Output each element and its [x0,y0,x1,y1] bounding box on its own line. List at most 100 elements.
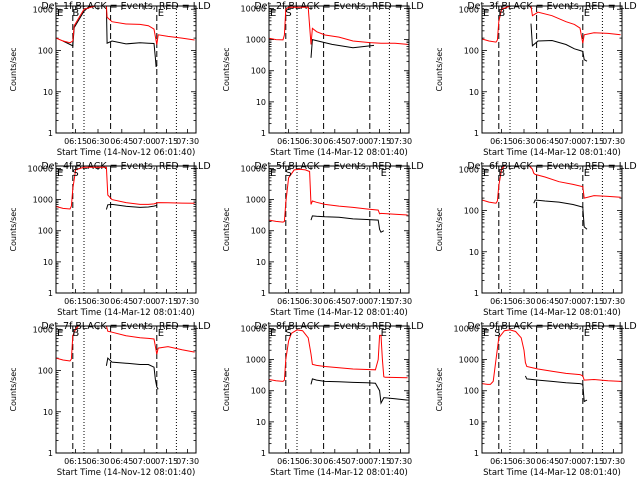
plot-frame [481,325,623,454]
x-tick-label: 06:45 [323,297,346,306]
y-tick-label: 10000 [28,164,53,173]
marker-label: E [57,168,63,179]
y-tick-label: 1 [48,129,53,138]
marker-label: E [381,328,387,339]
y-tick-label: 100 [38,227,53,236]
plot-frame [268,5,410,134]
marker-label: E [483,168,489,179]
chart-panel-7: Det_7f BLACK = Events, RED = LLDCounts/s… [9,321,211,478]
marker-label: E [270,8,276,19]
y-axis-label: Counts/sec [9,47,18,91]
y-tick-label: 1 [474,289,479,298]
plot-frame [268,325,410,454]
series-lld-line [482,329,621,385]
y-tick-label: 1 [261,289,266,298]
series-events-line [533,199,588,230]
series-lld-line [482,6,621,44]
y-tick-label: 100 [251,387,266,396]
marker-label: E [158,328,164,339]
y-tick-label: 100 [464,387,479,396]
marker-label: S [285,168,291,179]
x-tick-label: 07:00 [133,297,156,306]
y-tick-label: 1 [474,129,479,138]
series-events-line [310,215,385,233]
chart-panel-9: Det_9f BLACK = Events, RED = LLDCounts/s… [435,321,637,478]
x-tick-label: 07:15 [155,137,178,146]
x-axis-label: Start Time (14-Nov-12 08:01:40) [57,468,196,478]
y-tick-label: 10000 [241,4,266,13]
x-tick-label: 06:15 [490,297,513,306]
x-tick-label: 06:15 [64,297,87,306]
x-tick-label: 06:45 [536,297,559,306]
x-tick-label: 06:45 [323,137,346,146]
chart-panel-3: Det_3f BLACK = Events, RED = LLDCounts/s… [435,1,637,158]
x-tick-label: 06:15 [277,137,300,146]
x-tick-label: 06:30 [86,137,109,146]
marker-label: B [498,168,505,179]
y-tick-label: 1 [48,289,53,298]
x-axis-label: Start Time (14-Mar-12 08:01:40) [483,468,621,478]
y-tick-label: 10000 [241,324,266,333]
y-tick-label: 1000 [246,356,266,365]
x-axis-label: Start Time (14-Mar-12 08:01:40) [483,148,621,158]
x-tick-label: 07:15 [581,457,604,466]
y-tick-label: 1 [474,449,479,458]
y-axis-label: Counts/sec [435,207,444,251]
marker-label: B [72,8,79,19]
y-axis-label: Counts/sec [435,367,444,411]
plot-frame [481,165,623,294]
x-tick-label: 06:45 [536,137,559,146]
plot-frame [55,5,197,134]
x-tick-label: 06:30 [299,297,322,306]
marker-label: E [270,168,276,179]
x-tick-label: 06:45 [110,137,133,146]
series-events-line [310,38,375,58]
chart-panel-5: Det_5f BLACK = Events, RED = LLDCounts/s… [222,161,424,318]
series-events-line [105,203,157,210]
series-lld-line [56,166,195,210]
y-tick-label: 1000 [33,325,53,334]
x-tick-label: 07:15 [368,457,391,466]
marker-label: E [584,168,590,179]
x-tick-label: 06:45 [536,457,559,466]
y-tick-label: 10 [43,88,53,97]
y-tick-label: 100 [251,227,266,236]
y-tick-label: 1 [261,449,266,458]
x-tick-label: 07:15 [581,297,604,306]
x-axis-label: Start Time (14-Mar-12 08:01:40) [57,308,195,318]
y-axis-label: Counts/sec [222,367,231,411]
y-axis-label: Counts/sec [435,47,444,91]
x-tick-label: 07:30 [176,457,199,466]
y-axis-label: Counts/sec [222,207,231,251]
marker-label: E [57,328,63,339]
x-tick-label: 07:00 [559,137,582,146]
y-tick-label: 100 [464,207,479,216]
x-tick-label: 07:00 [346,137,369,146]
y-tick-label: 1000 [246,36,266,45]
marker-label: E [270,328,276,339]
series-events-line [62,6,158,68]
marker-label: E [381,168,387,179]
x-tick-label: 07:15 [368,297,391,306]
y-tick-label: 1000 [459,165,479,174]
marker-label: S [285,8,291,19]
plot-frame [268,165,410,294]
x-tick-label: 07:30 [176,137,199,146]
x-axis-label: Start Time (14-Mar-12 08:01:40) [483,308,621,318]
x-tick-label: 07:15 [155,297,178,306]
x-tick-label: 07:15 [368,137,391,146]
marker-label: E [158,8,164,19]
chart-panel-6: Det_6f BLACK = Events, RED = LLDCounts/s… [435,161,637,318]
x-tick-label: 06:15 [64,457,87,466]
series-events-line [530,23,588,62]
y-tick-label: 1000 [246,196,266,205]
y-tick-label: 100 [251,67,266,76]
chart-panel-1: Det_1f BLACK = Events, RED = LLDCounts/s… [9,1,211,158]
marker-label: E [57,8,63,19]
y-tick-label: 10 [256,258,266,267]
marker-label: E [483,328,489,339]
y-tick-label: 100 [464,47,479,56]
series-lld-line [269,6,408,45]
x-tick-label: 07:00 [559,297,582,306]
marker-label: S [72,168,78,179]
